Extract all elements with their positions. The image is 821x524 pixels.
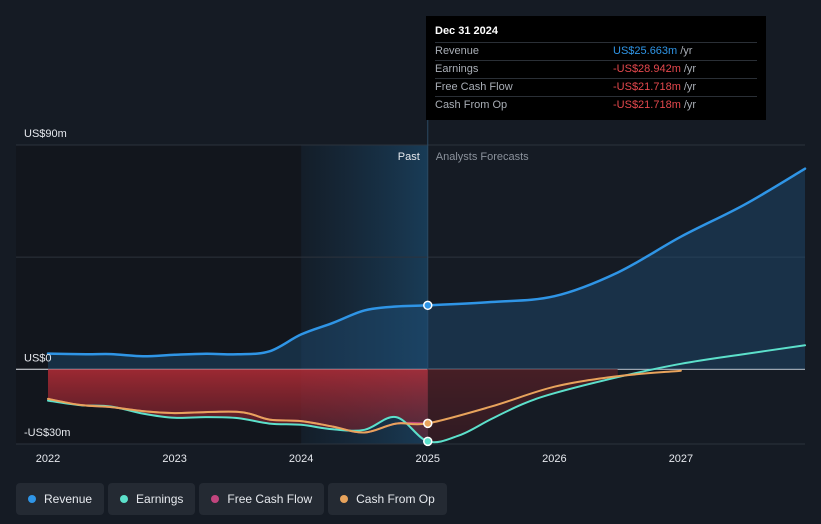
tooltip-label: Revenue [435, 45, 480, 57]
tooltip-value: -US$21.718m [613, 81, 681, 93]
legend-label: Revenue [44, 492, 93, 506]
tooltip-value: -US$21.718m [613, 99, 681, 111]
legend-item-free-cash-flow[interactable]: Free Cash Flow [199, 483, 325, 515]
x-tick-label: 2022 [36, 453, 60, 465]
tooltip-row-revenue: Revenue US$25.663m /yr [435, 42, 757, 60]
series-line-cash-from-op [47, 369, 682, 434]
marker-cash-from-op [423, 418, 433, 429]
earnings-negative-forecast-area [427, 369, 618, 443]
legend-item-cash-from-op[interactable]: Cash From Op [328, 483, 447, 515]
legend-dot-icon [120, 495, 129, 503]
tooltip-value: -US$28.942m [613, 63, 681, 75]
tooltip: Dec 31 2024 Revenue US$25.663m /yr Earni… [426, 16, 766, 120]
chart-area: US$90m US$0 -US$30m 2022 2023 2024 2025 2026 202… [16, 118, 807, 465]
x-tick-label: 2024 [289, 453, 313, 465]
past-label: Past [398, 151, 420, 163]
y-tick-label: -US$30m [24, 427, 70, 439]
legend: Revenue Earnings Free Cash Flow Cash Fro… [16, 483, 447, 515]
tooltip-date: Dec 31 2024 [435, 25, 498, 37]
tooltip-unit: /yr [683, 99, 697, 111]
tooltip-unit: /yr [683, 63, 697, 75]
tooltip-label: Free Cash Flow [435, 81, 513, 93]
tooltip-row-earnings: Earnings -US$28.942m /yr [435, 60, 757, 78]
x-tick-label: 2023 [162, 453, 186, 465]
legend-dot-icon [340, 495, 349, 503]
forecast-label: Analysts Forecasts [436, 151, 529, 163]
tooltip-value: US$25.663m [613, 45, 678, 57]
y-tick-label: US$0 [24, 352, 52, 364]
marker-earnings [423, 436, 433, 447]
series-line-earnings [47, 344, 806, 444]
legend-label: Earnings [136, 492, 184, 506]
x-tick-label: 2026 [542, 453, 566, 465]
tooltip-label: Earnings [435, 63, 479, 75]
tooltip-row-free-cash-flow: Free Cash Flow -US$21.718m /yr [435, 78, 757, 96]
legend-item-revenue[interactable]: Revenue [16, 483, 105, 515]
y-tick-label: US$90m [24, 128, 67, 140]
marker-revenue [423, 300, 433, 311]
x-tick-label: 2027 [669, 453, 693, 465]
x-tick-label: 2025 [416, 453, 440, 465]
tooltip-label: Cash From Op [435, 99, 508, 111]
tooltip-unit: /yr [683, 81, 697, 93]
series-line-revenue [46, 167, 807, 358]
tooltip-unit: /yr [680, 45, 693, 57]
legend-dot-icon [28, 495, 36, 503]
legend-item-earnings[interactable]: Earnings [108, 483, 196, 515]
revenue-area [48, 168, 805, 370]
legend-label: Cash From Op [356, 492, 435, 506]
legend-dot-icon [211, 495, 220, 503]
tooltip-row-cash-from-op: Cash From Op -US$21.718m /yr [435, 96, 757, 114]
legend-label: Free Cash Flow [227, 492, 313, 506]
